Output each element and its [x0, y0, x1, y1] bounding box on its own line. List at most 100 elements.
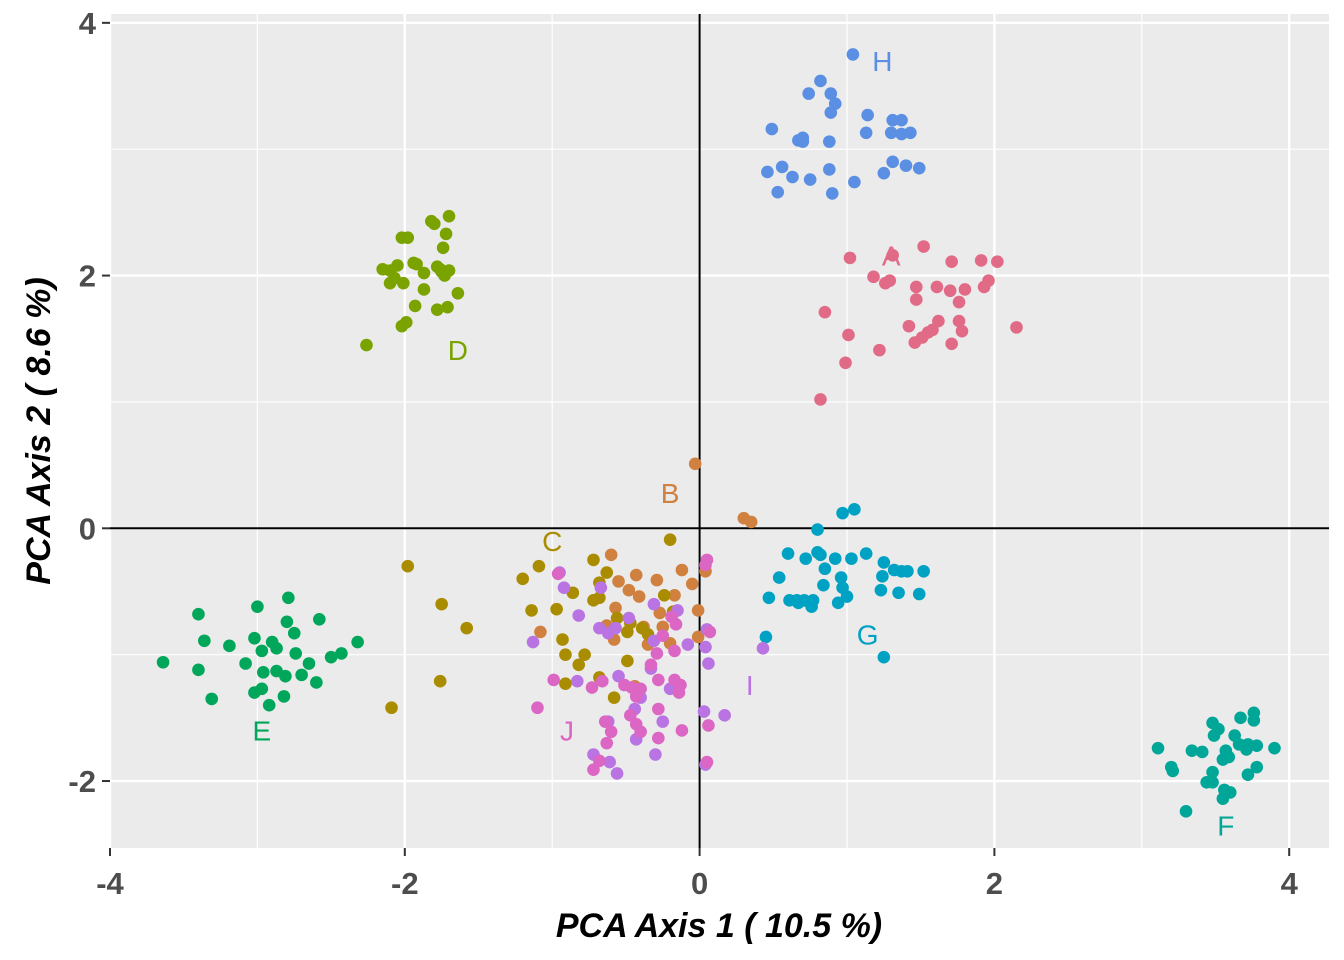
y-tick-label: 4 — [79, 6, 97, 41]
point-H — [765, 122, 779, 136]
point-C — [556, 633, 569, 646]
point-J — [675, 724, 689, 737]
point-I — [603, 755, 616, 769]
point-E — [156, 655, 170, 669]
point-D — [436, 241, 450, 255]
point-I — [681, 638, 695, 651]
point-H — [775, 160, 789, 174]
point-G — [759, 630, 773, 644]
point-D — [397, 276, 410, 290]
point-A — [842, 328, 855, 342]
point-C — [610, 611, 624, 625]
point-G — [917, 564, 930, 578]
point-G — [811, 523, 824, 536]
x-tick-label: 4 — [1281, 866, 1299, 901]
point-G — [805, 600, 818, 613]
point-A — [943, 284, 957, 298]
point-E — [310, 676, 323, 689]
x-tick-label: -4 — [96, 866, 124, 901]
point-A — [932, 314, 945, 328]
point-C — [587, 553, 600, 567]
point-C — [559, 648, 572, 661]
point-A — [909, 293, 923, 306]
group-label-H: H — [872, 46, 892, 77]
point-D — [430, 303, 444, 316]
series-B — [534, 457, 758, 693]
point-J — [604, 725, 618, 739]
y-axis-ticks: -2 0 2 4 — [68, 6, 110, 799]
point-G — [840, 590, 854, 603]
point-G — [912, 587, 926, 601]
point-I — [601, 626, 615, 640]
point-A — [952, 295, 966, 309]
point-E — [223, 639, 236, 653]
point-C — [385, 701, 398, 715]
point-G — [817, 578, 830, 592]
series-E — [156, 591, 364, 712]
point-I — [572, 609, 586, 622]
point-B — [629, 568, 643, 582]
point-E — [289, 647, 303, 660]
point-E — [282, 591, 295, 605]
point-D — [376, 262, 389, 276]
point-E — [248, 631, 261, 645]
point-J — [531, 701, 544, 715]
point-J — [600, 736, 614, 750]
point-E — [279, 669, 292, 683]
point-A — [917, 240, 930, 253]
point-H — [912, 161, 926, 175]
x-tick-label: 2 — [986, 866, 1003, 901]
point-C — [559, 677, 572, 691]
x-axis-title: PCA Axis 1 ( 10.5 %) — [556, 907, 882, 945]
point-I — [594, 581, 608, 594]
point-G — [762, 591, 776, 605]
point-J — [598, 715, 612, 728]
point-E — [251, 600, 264, 613]
group-label-G: G — [857, 619, 879, 650]
point-G — [834, 571, 848, 584]
x-tick-label: -2 — [391, 866, 419, 901]
x-tick-label: 0 — [691, 866, 708, 901]
series-F — [1151, 706, 1281, 818]
point-E — [265, 635, 279, 649]
point-C — [657, 588, 671, 602]
point-E — [351, 635, 364, 649]
point-D — [395, 319, 409, 333]
point-J — [652, 702, 665, 716]
point-E — [248, 686, 261, 699]
point-B — [622, 583, 636, 597]
point-C — [550, 602, 563, 616]
group-label-B: B — [661, 478, 680, 509]
point-I — [718, 709, 731, 722]
point-A — [886, 249, 899, 262]
point-H — [895, 113, 908, 127]
point-G — [781, 547, 795, 560]
point-A — [818, 305, 832, 319]
point-B — [604, 548, 618, 562]
point-I — [702, 657, 715, 670]
point-J — [674, 678, 687, 692]
point-B — [653, 606, 667, 620]
point-F — [1206, 765, 1219, 779]
point-F — [1247, 714, 1261, 727]
point-G — [901, 564, 914, 578]
point-G — [892, 586, 905, 600]
point-F — [1151, 741, 1165, 755]
point-C — [460, 621, 474, 635]
point-J — [700, 755, 714, 769]
point-G — [876, 570, 889, 583]
point-E — [255, 644, 269, 658]
point-C — [525, 604, 538, 617]
point-H — [861, 108, 874, 122]
point-C — [401, 559, 415, 573]
point-E — [295, 668, 308, 682]
point-G — [877, 556, 891, 569]
point-I — [656, 715, 670, 728]
point-J — [650, 647, 664, 660]
point-G — [874, 583, 888, 597]
point-B — [656, 620, 670, 634]
series-D — [360, 209, 465, 352]
point-I — [557, 581, 571, 594]
point-I — [649, 748, 662, 761]
point-H — [884, 126, 898, 140]
